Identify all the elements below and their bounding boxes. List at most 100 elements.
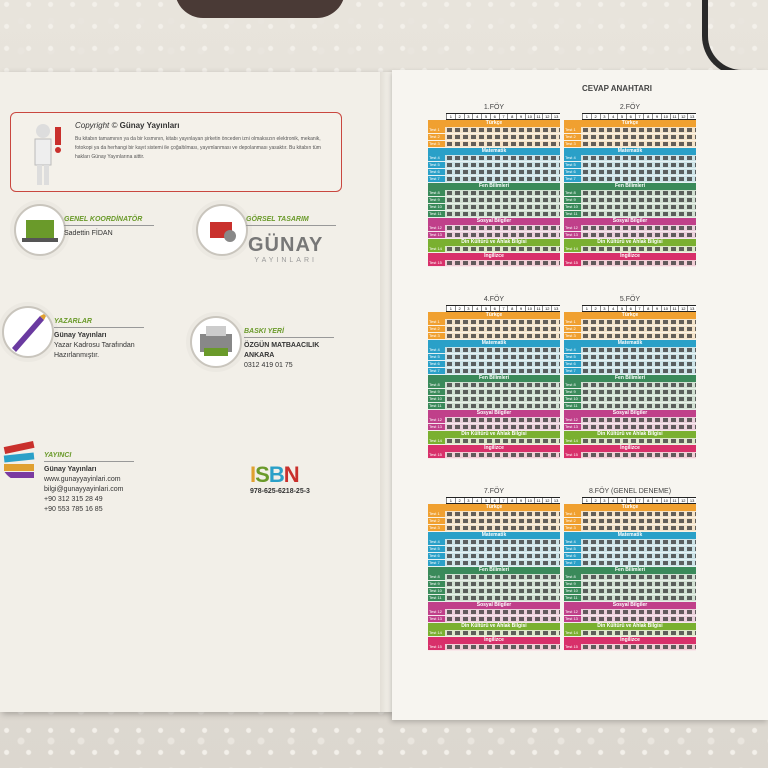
test-row: Test 5 bbox=[428, 354, 560, 361]
question-number: 7 bbox=[634, 498, 644, 503]
answer-cells bbox=[447, 362, 560, 366]
section-header: Din Kültürü ve Ahlak Bilgisi bbox=[428, 239, 560, 246]
test-label: Test 14 bbox=[564, 438, 581, 444]
foy-title: 5.FÖY bbox=[619, 296, 641, 303]
question-number: 5 bbox=[617, 306, 626, 311]
answer-cells bbox=[583, 453, 696, 457]
test-row: Test 7 bbox=[564, 176, 696, 183]
test-label: Test 11 bbox=[564, 403, 581, 409]
test-row: Test 3 bbox=[564, 333, 696, 340]
section-header: Matematik bbox=[564, 340, 696, 347]
question-number: 12 bbox=[542, 114, 552, 119]
test-label: Test 7 bbox=[428, 176, 445, 182]
section-header: İngilizce bbox=[428, 253, 560, 260]
question-number: 12 bbox=[542, 306, 552, 311]
test-row: Test 14 bbox=[564, 246, 696, 253]
question-number: 10 bbox=[660, 306, 670, 311]
answer-cells bbox=[583, 247, 696, 251]
answer-cells bbox=[447, 334, 560, 338]
print-line: ANKARA bbox=[244, 352, 275, 359]
test-row: Test 10 bbox=[428, 204, 560, 211]
question-number: 4 bbox=[472, 498, 482, 503]
answer-cells bbox=[583, 128, 696, 132]
question-number: 2 bbox=[590, 306, 600, 311]
question-number: 10 bbox=[660, 114, 670, 119]
printer-icon bbox=[190, 316, 242, 368]
answer-cells bbox=[583, 425, 696, 429]
test-label: Test 13 bbox=[428, 616, 445, 622]
section-header: Sosyal Bilgiler bbox=[428, 602, 560, 609]
test-row: Test 8 bbox=[428, 382, 560, 389]
question-number-row: 1 2 3 4 5 6 7 8 9 10 11 12 13 bbox=[582, 113, 696, 120]
test-row: Test 5 bbox=[428, 162, 560, 169]
answer-cells bbox=[447, 205, 560, 209]
test-label: Test 5 bbox=[564, 162, 581, 168]
test-label: Test 12 bbox=[428, 417, 445, 423]
section-header: İngilizce bbox=[564, 637, 696, 644]
test-row: Test 3 bbox=[564, 141, 696, 148]
test-row: Test 2 bbox=[428, 518, 560, 525]
question-number: 7 bbox=[634, 306, 644, 311]
eyeglasses-case bbox=[175, 0, 345, 18]
test-row: Test 9 bbox=[428, 389, 560, 396]
test-row: Test 4 bbox=[428, 347, 560, 354]
answer-cells bbox=[583, 512, 696, 516]
test-row: Test 11 bbox=[564, 211, 696, 218]
test-label: Test 15 bbox=[564, 452, 581, 458]
answer-cells bbox=[447, 135, 560, 139]
test-row: Test 14 bbox=[564, 438, 696, 445]
test-label: Test 14 bbox=[428, 246, 445, 252]
question-number: 4 bbox=[608, 114, 618, 119]
answer-cells bbox=[583, 383, 696, 387]
question-number: 13 bbox=[551, 306, 560, 311]
section-header: Matematik bbox=[428, 340, 560, 347]
coordinator-name: Sadettin FİDAN bbox=[64, 230, 113, 237]
section-header: Din Kültürü ve Ahlak Bilgisi bbox=[564, 623, 696, 630]
answer-cells bbox=[447, 575, 560, 579]
section-header: Türkçe bbox=[428, 504, 560, 511]
answer-cells bbox=[447, 526, 560, 530]
section-header: Sosyal Bilgiler bbox=[564, 602, 696, 609]
answer-cells bbox=[583, 163, 696, 167]
test-label: Test 10 bbox=[428, 396, 445, 402]
test-row: Test 9 bbox=[564, 581, 696, 588]
test-label: Test 3 bbox=[428, 141, 445, 147]
test-label: Test 3 bbox=[428, 333, 445, 339]
test-label: Test 9 bbox=[428, 197, 445, 203]
test-label: Test 15 bbox=[564, 260, 581, 266]
test-row: Test 11 bbox=[564, 595, 696, 602]
answer-cells bbox=[583, 540, 696, 544]
question-number: 13 bbox=[687, 306, 696, 311]
answer-cells bbox=[583, 561, 696, 565]
answer-cells bbox=[447, 198, 560, 202]
test-label: Test 14 bbox=[564, 246, 581, 252]
question-number: 8 bbox=[507, 306, 517, 311]
test-row: Test 13 bbox=[564, 232, 696, 239]
answer-cells bbox=[447, 247, 560, 251]
section-header: Matematik bbox=[428, 148, 560, 155]
answer-key-title: CEVAP ANAHTARI bbox=[582, 84, 652, 93]
answer-cells bbox=[583, 156, 696, 160]
copyright-title: Copyright © Günay Yayınları bbox=[75, 121, 179, 130]
test-row: Test 10 bbox=[564, 588, 696, 595]
answer-cells bbox=[447, 540, 560, 544]
answer-cells bbox=[583, 261, 696, 265]
credit-publisher: YAYINCI Günay Yayınları www.gunayyayinla… bbox=[44, 452, 134, 515]
test-row: Test 1 bbox=[564, 319, 696, 326]
answer-cells bbox=[447, 170, 560, 174]
credit-coordinator: GENEL KOORDİNATÖR Sadettin FİDAN bbox=[64, 216, 154, 239]
test-label: Test 8 bbox=[564, 574, 581, 580]
answer-cells bbox=[447, 453, 560, 457]
test-label: Test 12 bbox=[564, 609, 581, 615]
section-header: Sosyal Bilgiler bbox=[428, 218, 560, 225]
foy-table: 7.FÖY 1 2 3 4 5 6 7 8 9 10 11 12 13 Türkçe Test 1 Test 2… bbox=[428, 488, 560, 651]
test-label: Test 3 bbox=[428, 525, 445, 531]
question-number: 11 bbox=[669, 114, 679, 119]
question-number: 4 bbox=[608, 498, 618, 503]
answer-cells bbox=[583, 369, 696, 373]
test-label: Test 5 bbox=[428, 354, 445, 360]
question-number-row: 1 2 3 4 5 6 7 8 9 10 11 12 13 bbox=[446, 113, 560, 120]
answer-cells bbox=[447, 142, 560, 146]
copyright-box: Copyright © Günay Yayınları Bu kitabın t… bbox=[10, 112, 342, 192]
test-row: Test 9 bbox=[564, 389, 696, 396]
